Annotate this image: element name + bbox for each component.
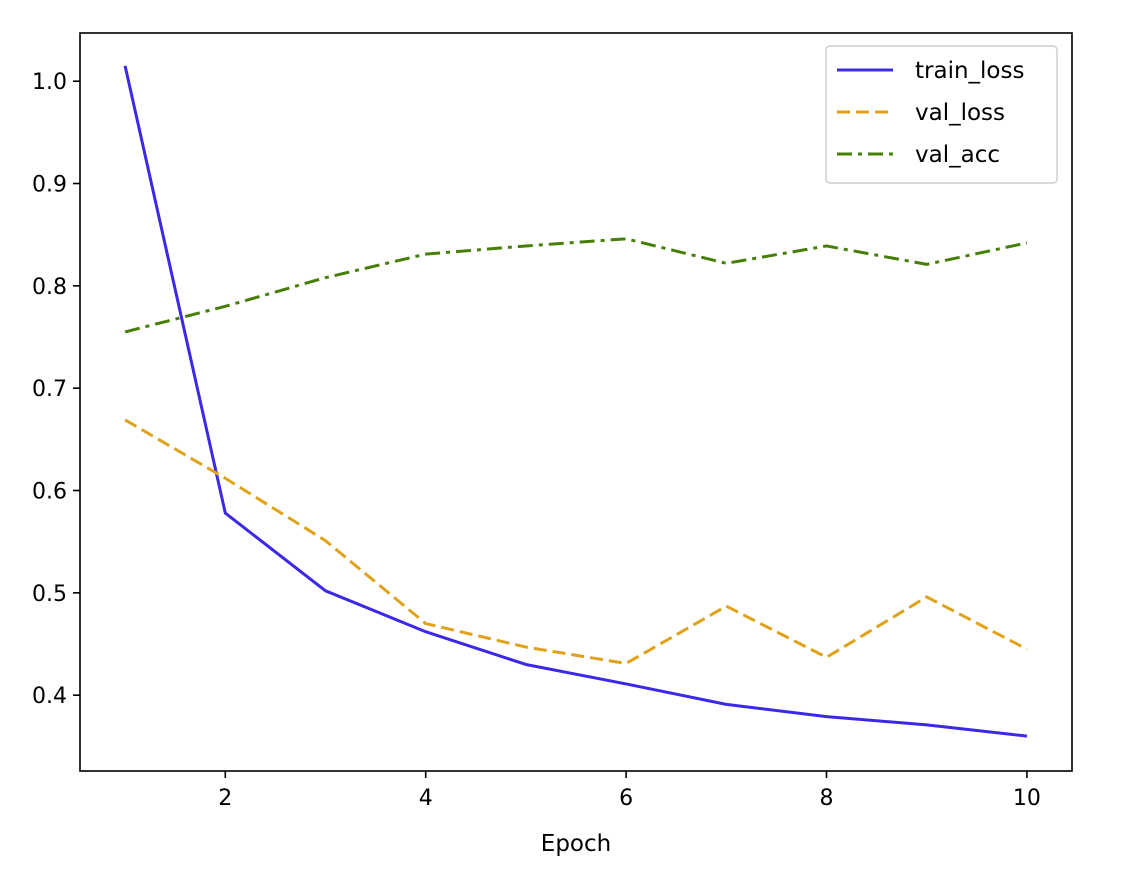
y-tick-label: 0.5 [32,582,67,607]
y-tick-label: 0.4 [32,684,67,709]
series-line-val-acc [124,237,1028,334]
y-tick-label: 0.7 [32,377,67,402]
legend-box [825,45,1058,184]
x-tick-label: 2 [218,786,232,811]
x-tick-label: 6 [619,786,633,811]
series-line-train-loss [123,65,1028,738]
x-axis: 2 4 6 8 10 [218,771,1041,811]
legend-label: val_loss [915,100,1005,126]
series-layer [123,65,1028,738]
plot-frame [79,32,1073,772]
y-tick-label: 0.6 [32,480,67,505]
y-tick-label: 1.0 [32,70,67,95]
x-tick-label: 8 [820,786,834,811]
series-line-val-loss [124,418,1028,665]
y-tick-label: 0.9 [32,173,67,198]
y-tick-label: 0.8 [32,275,67,300]
y-axis: 0.4 0.5 0.6 0.7 0.8 0.9 1.0 [32,70,80,709]
legend-label: train_loss [915,58,1024,84]
legend-label: val_acc [915,142,1000,168]
x-axis-label: Epoch [541,831,611,857]
x-tick-label: 4 [419,786,433,811]
x-tick-label: 10 [1013,786,1041,811]
legend: train_loss val_loss val_acc [825,45,1058,184]
